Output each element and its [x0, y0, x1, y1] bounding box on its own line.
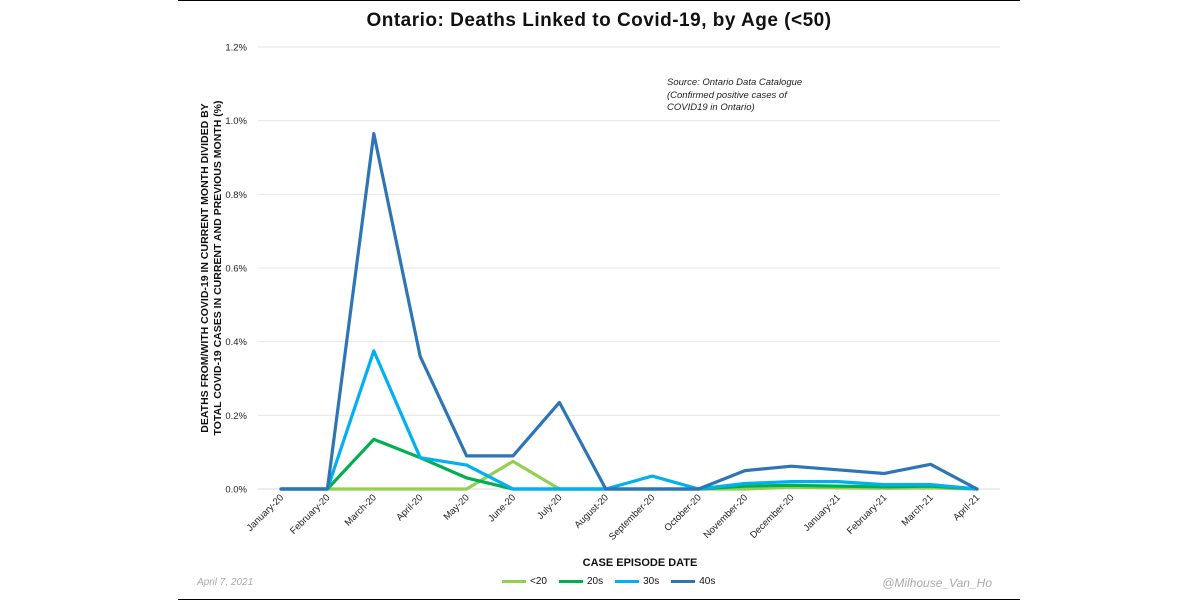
series-line-40s	[279, 132, 979, 491]
chart-panel	[178, 0, 1020, 600]
series-line-30s	[279, 349, 979, 491]
panel-top-border	[178, 0, 1020, 1]
legend-swatch	[558, 580, 583, 583]
x-axis-label: CASE EPISODE DATE	[582, 557, 698, 569]
x-tick-label: February-20	[288, 492, 332, 536]
legend-swatch	[615, 580, 640, 583]
footer-date: April 7, 2021	[197, 577, 254, 588]
x-tick-label: December-20	[748, 492, 796, 540]
y-axis-label-line-2: TOTAL COVID-19 CASES IN CURRENT AND PREV…	[212, 100, 224, 436]
x-tick-label: October-20	[662, 492, 703, 533]
legend-item: 40s	[671, 576, 715, 587]
y-tick-label: 0.2%	[225, 411, 247, 422]
legend-swatch	[671, 580, 696, 583]
x-tick-label: September-20	[607, 492, 657, 542]
source-line-3: COVID19 in Ontario)	[667, 102, 755, 113]
source-line-2: (Confirmed positive cases of	[667, 89, 787, 101]
legend-swatch	[502, 580, 526, 583]
chart-title: Ontario: Deaths Linked to Covid-19, by A…	[366, 10, 832, 31]
source-annotation: Source: Ontario Data Catalogue (Confirme…	[667, 77, 802, 115]
chart-legend: <20 20s 30s 40s	[502, 576, 715, 587]
y-axis-label-line-1: DEATHS FROM/WITH COVID-19 IN CURRENT MON…	[199, 103, 211, 433]
legend-item: 20s	[558, 576, 604, 587]
x-tick-label: April-21	[951, 492, 982, 523]
source-line-1: Source: Ontario Data Catalogue	[667, 77, 803, 88]
y-tick-label: 1.2%	[225, 43, 247, 54]
y-tick-label: 0.8%	[225, 190, 247, 201]
x-tick-label: August-20	[573, 492, 611, 530]
x-tick-label: July-20	[535, 492, 564, 521]
legend-label: 30s	[643, 576, 660, 587]
legend-item: <20	[502, 576, 547, 587]
legend-label: 20s	[586, 576, 604, 587]
legend-item: 30s	[615, 576, 659, 587]
y-tick-label: 1.0%	[225, 116, 247, 127]
legend-label: <20	[530, 576, 547, 587]
footer-handle: @Milhouse_Van_Ho	[882, 576, 992, 590]
x-tick-label: March-20	[343, 492, 379, 528]
x-tick-label: April-20	[394, 492, 425, 523]
y-tick-label: 0.4%	[225, 337, 247, 348]
y-tick-label: 0.6%	[225, 264, 247, 275]
x-tick-label: March-21	[900, 492, 936, 528]
x-tick-label: June-20	[486, 492, 518, 524]
x-tick-label: January-21	[802, 492, 843, 533]
y-axis-label: DEATHS FROM/WITH COVID-19 IN CURRENT MON…	[199, 88, 229, 448]
legend-label: 40s	[699, 576, 716, 587]
x-tick-label: January-20	[245, 492, 286, 533]
x-tick-label: November-20	[702, 492, 750, 540]
y-tick-label: 0.0%	[225, 485, 247, 496]
x-tick-label: May-20	[442, 492, 472, 522]
x-tick-label: February-21	[845, 492, 889, 536]
